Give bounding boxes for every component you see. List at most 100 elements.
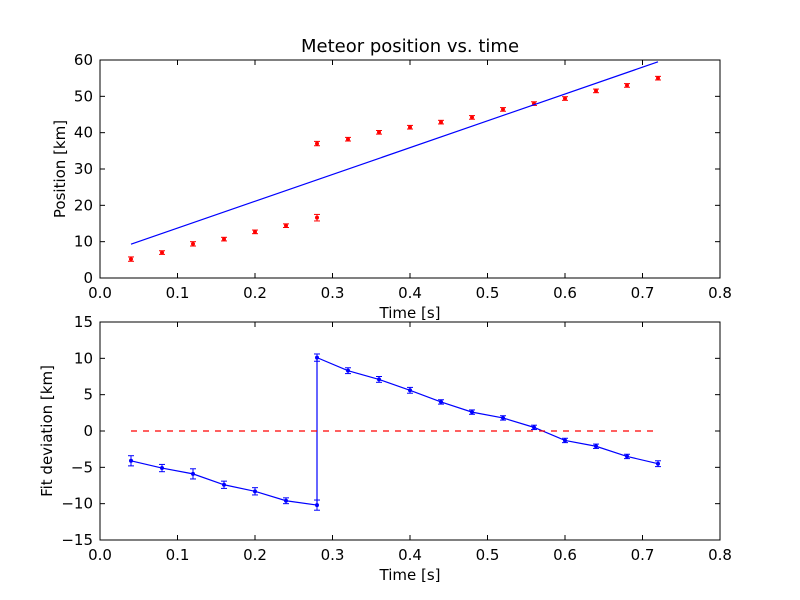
y-tick-label: 50 bbox=[74, 87, 93, 105]
data-point bbox=[345, 136, 351, 142]
data-point bbox=[314, 353, 320, 362]
data-point bbox=[531, 424, 537, 431]
point-marker bbox=[594, 444, 598, 449]
data-point bbox=[407, 124, 413, 130]
point-marker bbox=[470, 115, 474, 120]
y-tick-label: 10 bbox=[74, 349, 93, 367]
point-marker bbox=[625, 83, 629, 88]
x-tick-label: 0.7 bbox=[631, 284, 655, 302]
x-tick-label: 0.5 bbox=[476, 546, 500, 564]
point-marker bbox=[408, 125, 412, 130]
y-tick-label: 15 bbox=[74, 313, 93, 331]
data-point bbox=[128, 256, 134, 262]
point-marker bbox=[656, 461, 660, 466]
data-point bbox=[128, 455, 134, 467]
y-tick-label: 0 bbox=[83, 269, 93, 287]
data-point bbox=[376, 129, 382, 135]
chart-title: Meteor position vs. time bbox=[301, 36, 519, 57]
x-tick-label: 0.1 bbox=[166, 546, 190, 564]
data-point bbox=[655, 460, 661, 468]
data-point bbox=[624, 83, 630, 88]
x-tick-label: 0.6 bbox=[553, 284, 577, 302]
linear-fit-line bbox=[130, 61, 659, 245]
y-tick-label: −15 bbox=[61, 531, 93, 549]
deviation-axis-ticks: 0.0 0.1 0.2 0.3 0.4 0.5 0.6 0.7 0.8 15 10 5 0 −5 −10 −1… bbox=[61, 313, 732, 564]
y-tick-label: 10 bbox=[74, 233, 93, 251]
data-point bbox=[314, 213, 320, 222]
data-point bbox=[593, 88, 599, 94]
point-marker bbox=[129, 458, 133, 463]
point-marker bbox=[408, 388, 412, 393]
y-tick-label: −10 bbox=[61, 495, 93, 513]
y-tick-label: 0 bbox=[83, 422, 93, 440]
data-point bbox=[438, 399, 444, 405]
point-marker bbox=[315, 141, 319, 146]
point-marker bbox=[253, 489, 257, 494]
point-marker bbox=[222, 482, 226, 487]
point-marker bbox=[129, 257, 133, 262]
point-marker bbox=[377, 377, 381, 382]
x-tick-label: 0.8 bbox=[708, 546, 732, 564]
x-tick-label: 0.2 bbox=[243, 546, 267, 564]
point-marker bbox=[377, 130, 381, 135]
point-marker bbox=[532, 425, 536, 430]
deviation-panel: 0.0 0.1 0.2 0.3 0.4 0.5 0.6 0.7 0.8 15 10 5 0 −5 −10 −1… bbox=[38, 313, 732, 584]
deviation-y-axis-label: Fit deviation [km] bbox=[38, 365, 56, 497]
point-marker bbox=[191, 471, 195, 476]
x-tick-label: 0.4 bbox=[398, 284, 422, 302]
position-axes-frame bbox=[99, 59, 721, 279]
y-tick-label: 5 bbox=[83, 386, 93, 404]
position-panel: Meteor position vs. time 0.0 0.1 0.2 0.3 0.4… bbox=[51, 36, 732, 322]
data-point bbox=[252, 487, 258, 496]
point-marker bbox=[191, 241, 195, 246]
point-marker bbox=[625, 454, 629, 459]
point-marker bbox=[315, 215, 319, 220]
y-tick-label: −5 bbox=[71, 458, 93, 476]
point-marker bbox=[656, 76, 660, 81]
position-y-axis-label: Position [km] bbox=[51, 120, 69, 218]
deviation-axes-frame bbox=[99, 321, 721, 541]
x-tick-label: 0.2 bbox=[243, 284, 267, 302]
point-marker bbox=[346, 368, 350, 373]
data-point bbox=[345, 367, 351, 375]
data-point bbox=[221, 480, 227, 489]
x-tick-label: 0.3 bbox=[321, 546, 345, 564]
data-point bbox=[469, 409, 475, 415]
data-point bbox=[159, 463, 165, 473]
position-x-axis-label: Time [s] bbox=[379, 304, 441, 322]
x-tick-label: 0.1 bbox=[166, 284, 190, 302]
x-tick-label: 0.4 bbox=[398, 546, 422, 564]
point-marker bbox=[222, 237, 226, 242]
y-tick-label: 20 bbox=[74, 196, 93, 214]
position-plot-area bbox=[128, 61, 661, 262]
y-tick-label: 60 bbox=[74, 51, 93, 69]
position-axis-ticks: 0.0 0.1 0.2 0.3 0.4 0.5 0.6 0.7 0.8 0 10 20 30 40 50 60 bbox=[74, 51, 732, 302]
point-marker bbox=[160, 250, 164, 255]
point-marker bbox=[470, 410, 474, 415]
data-point bbox=[221, 236, 227, 242]
data-point bbox=[314, 140, 320, 147]
data-point bbox=[190, 468, 196, 480]
y-tick-label: 40 bbox=[74, 124, 93, 142]
point-marker bbox=[160, 466, 164, 471]
data-point bbox=[252, 229, 258, 235]
data-point bbox=[314, 499, 320, 511]
deviation-x-axis-label: Time [s] bbox=[379, 566, 441, 584]
x-tick-label: 0.5 bbox=[476, 284, 500, 302]
point-marker bbox=[563, 96, 567, 101]
y-tick-label: 30 bbox=[74, 160, 93, 178]
point-marker bbox=[315, 503, 319, 508]
x-tick-label: 0.6 bbox=[553, 546, 577, 564]
data-point bbox=[469, 115, 475, 120]
data-point bbox=[562, 437, 568, 444]
point-marker bbox=[563, 438, 567, 443]
point-marker bbox=[346, 137, 350, 142]
point-marker bbox=[284, 498, 288, 503]
data-point bbox=[159, 250, 165, 255]
data-point bbox=[593, 443, 599, 449]
data-point bbox=[407, 386, 413, 394]
point-marker bbox=[315, 355, 319, 360]
data-point bbox=[283, 223, 289, 228]
data-point bbox=[624, 453, 630, 460]
